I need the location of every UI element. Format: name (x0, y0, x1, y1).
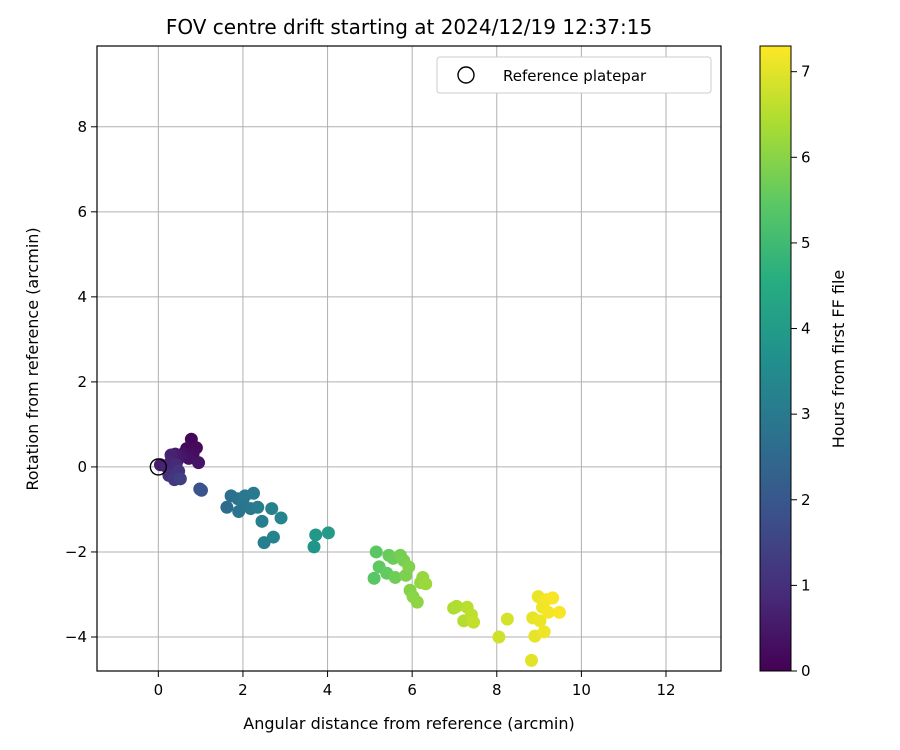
x-tick-label: 2 (238, 681, 248, 699)
data-point (524, 653, 538, 667)
y-tick-label: 8 (77, 118, 87, 136)
x-tick-label: 0 (154, 681, 164, 699)
colorbar-tick-label: 4 (801, 320, 811, 338)
plot-area-frame (96, 45, 722, 672)
x-tick-label: 12 (656, 681, 675, 699)
data-point (309, 528, 323, 542)
data-point (321, 526, 335, 540)
colorbar-tick-label: 2 (801, 491, 811, 509)
grid (97, 46, 721, 671)
data-point (541, 605, 555, 619)
data-point (410, 595, 424, 609)
data-point (369, 545, 383, 559)
data-point (251, 500, 265, 514)
legend-marker-icon (457, 66, 475, 84)
data-point (388, 570, 402, 584)
data-point (537, 625, 551, 639)
reference-platepar-marker (149, 458, 168, 476)
y-axis-ticks: −4 −2 0 2 4 6 8 (65, 118, 97, 646)
colorbar-tick-label: 7 (801, 63, 811, 81)
x-tick-label: 6 (407, 681, 417, 699)
legend-label: Reference platepar (503, 67, 647, 85)
y-tick-label: 2 (77, 373, 87, 391)
chart-title: FOV centre drift starting at 2024/12/19 … (166, 15, 652, 39)
data-point (467, 615, 481, 629)
colorbar-ticks: 0 1 2 3 4 5 6 7 (791, 63, 811, 680)
y-tick-label: −4 (65, 628, 87, 646)
x-tick-label: 10 (572, 681, 591, 699)
x-axis-ticks: 0 2 4 6 8 10 12 (154, 671, 676, 699)
data-point (533, 614, 547, 628)
colorbar-label: Hours from first FF file (829, 270, 848, 449)
y-axis-label: Rotation from reference (arcmin) (23, 227, 42, 490)
data-point (500, 612, 514, 626)
colorbar (759, 45, 792, 672)
colorbar-tick-label: 3 (801, 405, 811, 423)
data-point (265, 502, 279, 516)
y-tick-label: 4 (77, 288, 87, 306)
data-point (247, 486, 261, 500)
colorbar-tick-label: 1 (801, 576, 811, 594)
legend-box (436, 56, 712, 94)
data-point (220, 500, 234, 514)
data-point (552, 605, 566, 619)
data-point (266, 530, 280, 544)
data-point (192, 456, 206, 470)
x-tick-label: 4 (323, 681, 333, 699)
x-axis-label: Angular distance from reference (arcmin) (243, 714, 574, 733)
legend: Reference platepar (436, 56, 712, 94)
y-tick-label: 0 (77, 458, 87, 476)
y-tick-label: −2 (65, 543, 87, 561)
data-point (194, 483, 208, 497)
data-point (255, 514, 269, 528)
colorbar-tick-label: 0 (801, 662, 811, 680)
data-point (274, 511, 288, 525)
data-point (307, 540, 321, 554)
data-point (546, 591, 560, 605)
y-tick-label: 6 (77, 203, 87, 221)
data-point (419, 577, 433, 591)
data-point (367, 571, 381, 585)
data-point (492, 630, 506, 644)
data-point (402, 560, 416, 574)
colorbar-tick-label: 5 (801, 234, 811, 252)
data-point (173, 472, 187, 486)
colorbar-tick-label: 6 (801, 148, 811, 166)
data-point (450, 599, 464, 613)
data-points (153, 432, 566, 667)
x-tick-label: 8 (492, 681, 502, 699)
